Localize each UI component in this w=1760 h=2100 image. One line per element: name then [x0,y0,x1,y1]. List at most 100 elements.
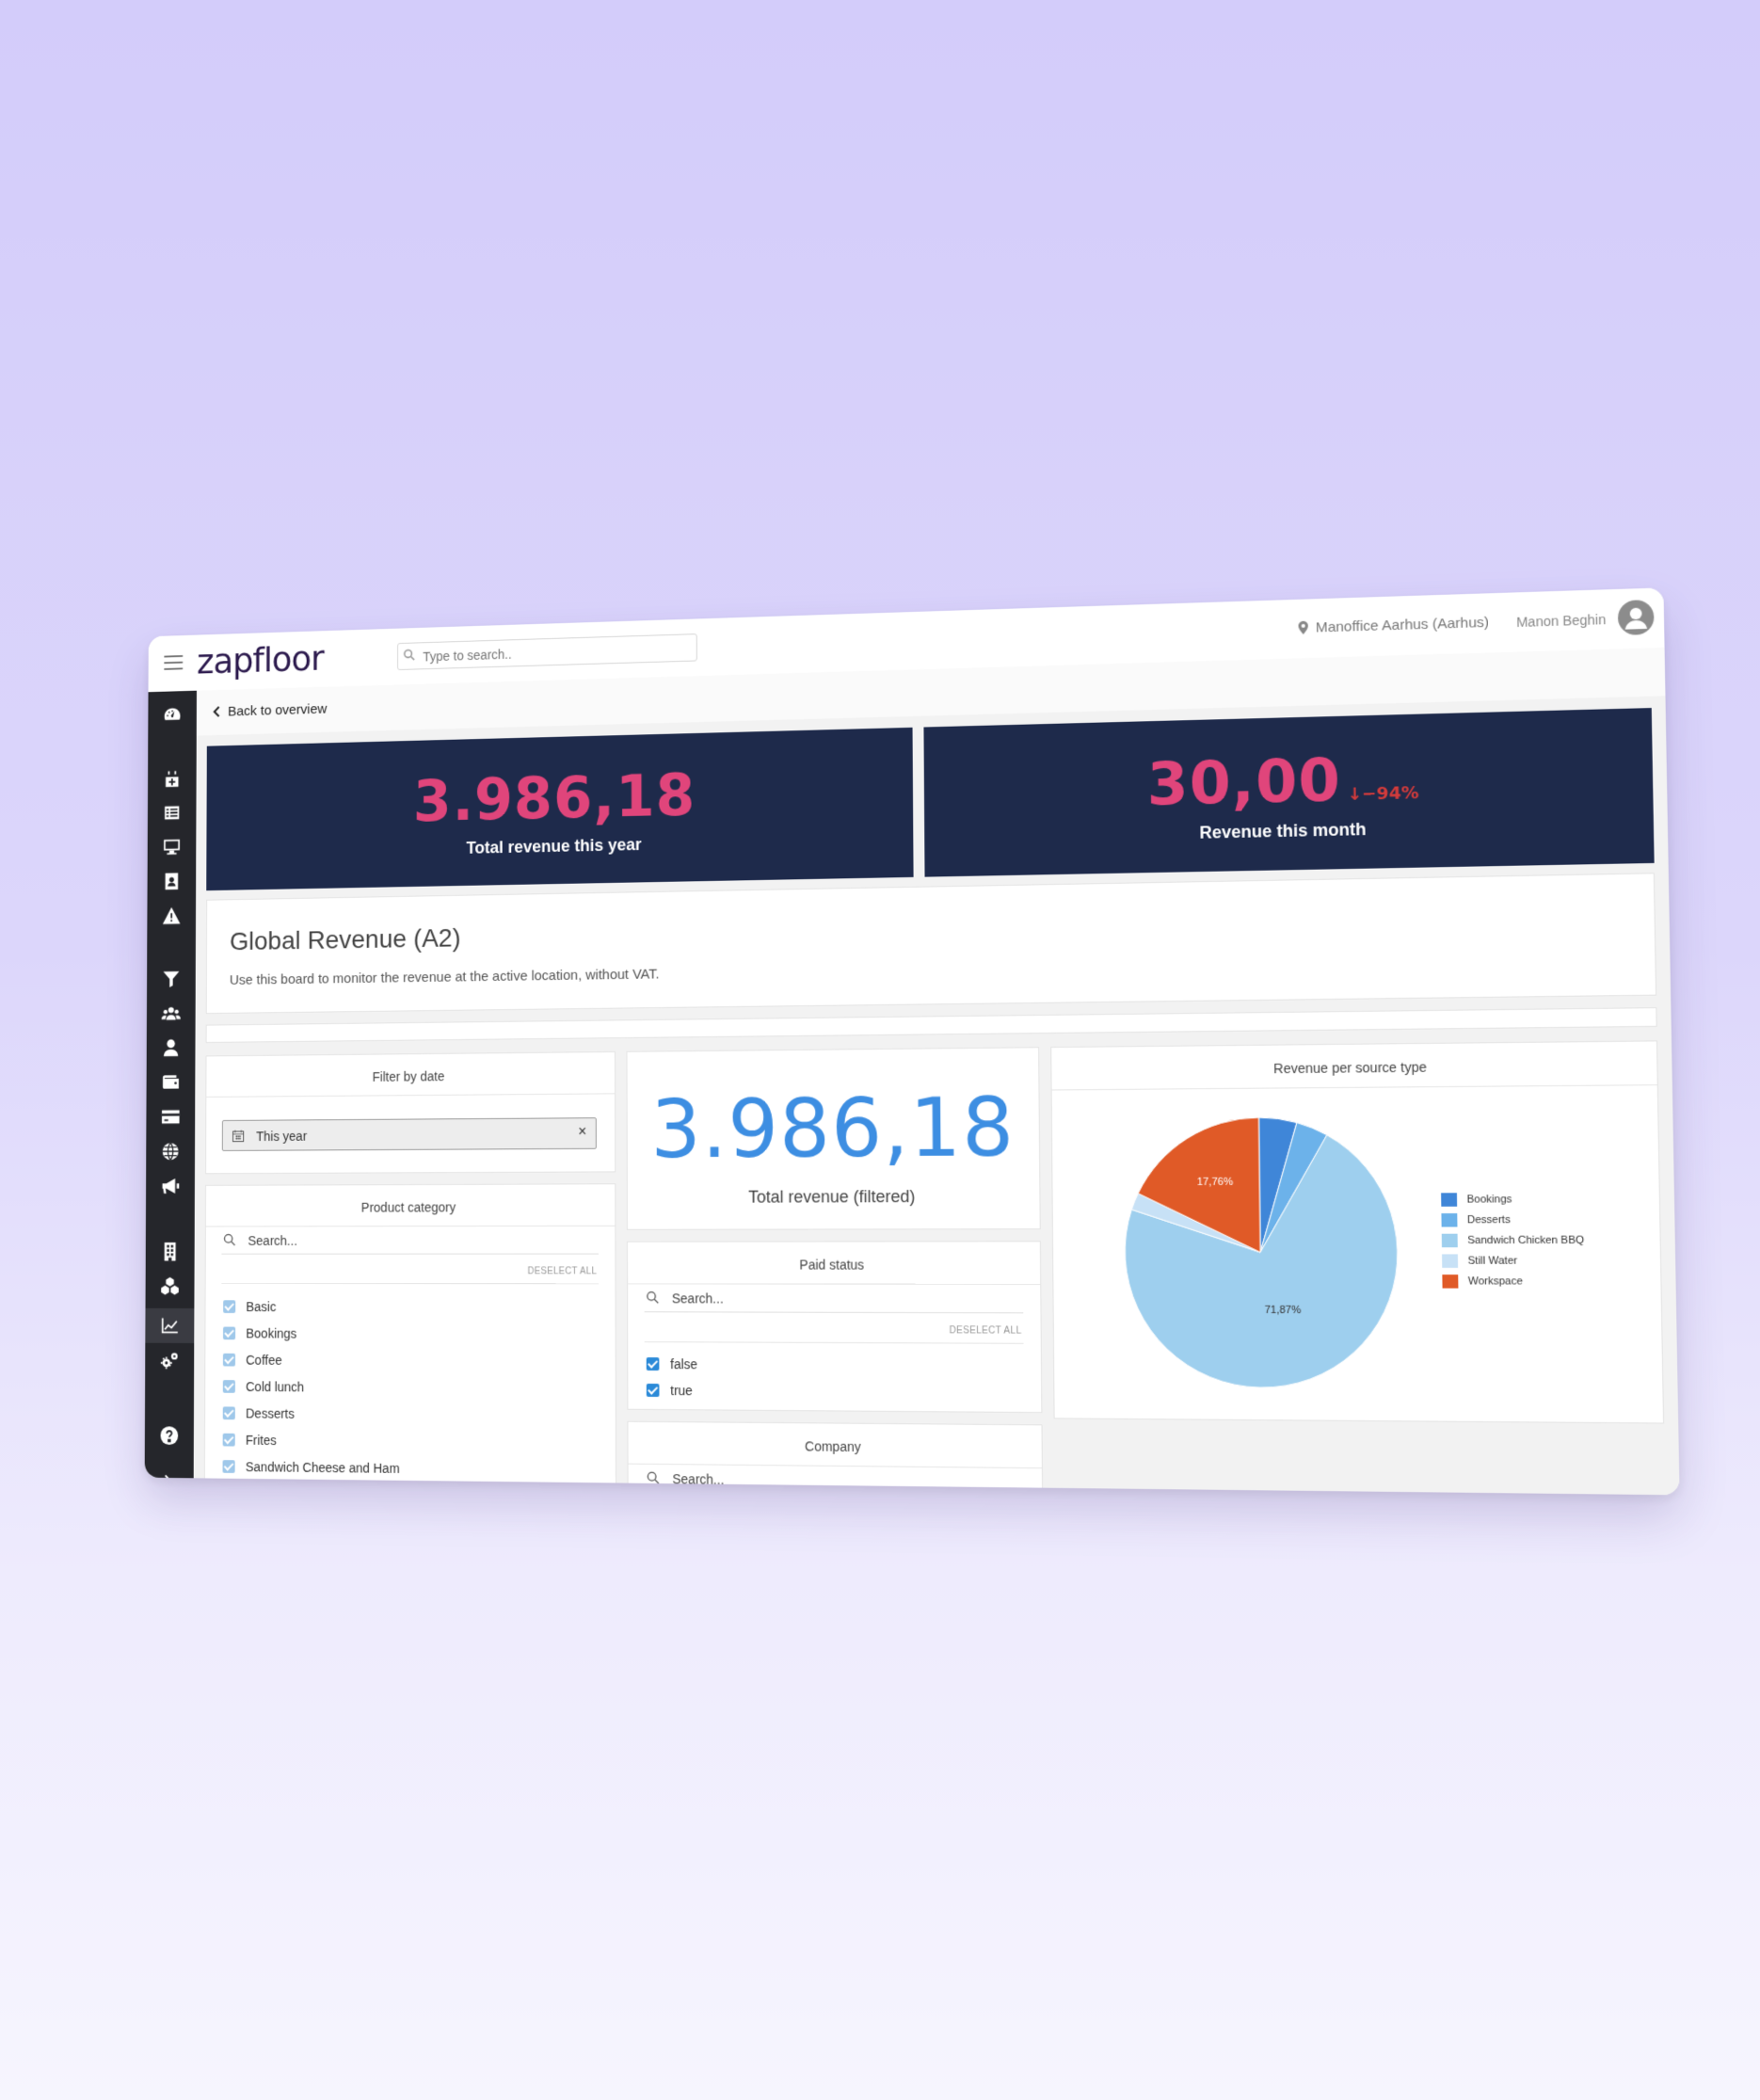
back-to-overview-link[interactable]: Back to overview [212,701,327,720]
list-item-label: Sandwich Cheese and Ham [246,1459,400,1476]
kpi-month-value-row: 30,00 ↓−94% [924,737,1654,824]
calendar-plus-icon[interactable] [160,766,184,792]
list-item[interactable]: Sandwich Cheese and Ham [222,1455,399,1480]
chevron-left-icon [212,706,220,717]
legend-swatch [1442,1254,1458,1267]
pie-data-label: 71,87% [1265,1304,1302,1316]
list-item-label: false [670,1356,697,1371]
checkbox[interactable] [223,1300,235,1313]
list-item[interactable]: Desserts [223,1403,295,1425]
wallet-icon[interactable] [158,1069,183,1095]
product-category-search[interactable] [221,1227,599,1255]
list-item-label: Coffee [246,1353,281,1368]
checkbox[interactable] [223,1380,235,1393]
list-item-label: true [670,1383,693,1398]
user-avatar-icon[interactable] [1618,600,1655,635]
board-title: Global Revenue (A2) [230,923,460,956]
list-item[interactable]: Frites [223,1429,277,1451]
zapfloor-logo[interactable]: zapfloor [197,638,324,681]
list-item-label: Desserts [246,1406,295,1421]
user-name[interactable]: Manon Beghin [1516,612,1607,630]
global-search[interactable] [397,633,697,670]
legend-item[interactable]: Desserts [1441,1210,1584,1230]
user-icon[interactable] [159,1035,184,1061]
cubes-icon[interactable] [158,1274,183,1299]
list-item[interactable]: Cold lunch [223,1375,304,1398]
checkbox[interactable] [223,1460,235,1473]
list-item[interactable]: Coffee [223,1349,282,1371]
legend-item[interactable]: Sandwich Chicken BBQ [1442,1229,1585,1250]
filter-icon[interactable] [159,966,184,991]
list-item-label: Bookings [246,1326,296,1341]
legend-item[interactable]: Still Water [1442,1250,1585,1271]
legend-swatch [1442,1233,1458,1246]
divider [645,1341,1024,1344]
building-icon[interactable] [158,1239,183,1264]
list-icon[interactable] [160,800,184,826]
checkbox[interactable] [223,1434,235,1447]
total-revenue-filtered-card: 3.986,18 Total revenue (filtered) [627,1047,1041,1230]
paid-status-title: Paid status [628,1242,1040,1285]
company-search[interactable] [645,1466,1025,1496]
help-icon[interactable] [157,1422,182,1449]
dashboard-icon[interactable] [160,702,184,728]
paid-status-search[interactable] [645,1285,1024,1313]
kpi-month-value: 30,00 [1146,745,1341,819]
list-item[interactable]: Basic [223,1295,276,1318]
location-selector[interactable]: Manoffice Aarhus (Aarhus) [1298,615,1489,636]
company-title: Company [628,1422,1041,1469]
divider [221,1283,599,1285]
globe-icon[interactable] [158,1139,183,1164]
checkbox[interactable] [647,1357,660,1371]
search-icon [223,1233,235,1246]
paid-status-deselect-all[interactable]: DESELECT ALL [950,1325,1022,1336]
paid-status-search-input[interactable] [670,1287,916,1310]
legend-item[interactable]: Workspace [1442,1271,1585,1291]
list-item[interactable]: true [647,1379,693,1402]
product-category-search-input[interactable] [247,1229,481,1252]
kpi-revenue-month: 30,00 ↓−94% Revenue this month [923,708,1654,877]
list-item-label: Frites [246,1433,277,1448]
revenue-per-source-chart-card: Revenue per source type 17,76% 71,87% Boo… [1050,1040,1664,1423]
filter-by-date-title: Filter by date [206,1052,615,1098]
pie-chart: 17,76% 71,87% [1099,1092,1424,1413]
chart-line-icon[interactable] [157,1313,182,1339]
global-search-input[interactable] [421,638,685,666]
warning-icon[interactable] [159,903,184,928]
paid-status-card: Paid status DESELECT ALL false true [627,1241,1042,1413]
location-label: Manoffice Aarhus (Aarhus) [1316,615,1489,636]
users-icon[interactable] [159,1001,184,1026]
chevron-right-icon[interactable] [157,1468,182,1495]
search-icon [647,1290,660,1304]
total-revenue-filtered-value: 3.986,18 [628,1081,1040,1178]
contact-card-icon[interactable] [159,869,184,894]
search-icon [404,649,415,661]
board-info-card: Global Revenue (A2) Use this board to mo… [206,873,1656,1014]
sidebar [145,691,197,1479]
clear-date-icon[interactable]: × [578,1124,586,1141]
list-item[interactable]: Bookings [223,1323,296,1345]
product-category-deselect-all[interactable]: DESELECT ALL [528,1266,598,1276]
checkbox[interactable] [223,1354,235,1367]
company-search-input[interactable] [670,1467,916,1493]
megaphone-icon[interactable] [158,1173,183,1198]
monitor-icon[interactable] [160,834,184,859]
legend-swatch [1441,1193,1457,1207]
legend-label: Workspace [1468,1275,1523,1288]
list-item-label: Basic [246,1299,276,1314]
list-item[interactable]: false [647,1353,697,1375]
hamburger-menu-icon[interactable] [164,655,183,670]
legend-label: Desserts [1467,1213,1511,1226]
credit-card-icon[interactable] [158,1104,183,1130]
checkbox[interactable] [223,1406,235,1419]
kpi-month-delta: ↓−94% [1347,783,1418,805]
checkbox[interactable] [223,1327,235,1340]
cogs-icon[interactable] [157,1348,182,1373]
product-category-card: Product category DESELECT ALL Basic Book… [204,1183,616,1492]
total-revenue-filtered-label: Total revenue (filtered) [628,1187,1040,1208]
date-range-selector[interactable]: This year × [222,1117,597,1151]
legend-item[interactable]: Bookings [1441,1189,1583,1210]
board-description: Use this board to monitor the revenue at… [230,967,660,988]
checkbox[interactable] [647,1384,660,1397]
filter-by-date-card: Filter by date This year × [205,1051,616,1174]
